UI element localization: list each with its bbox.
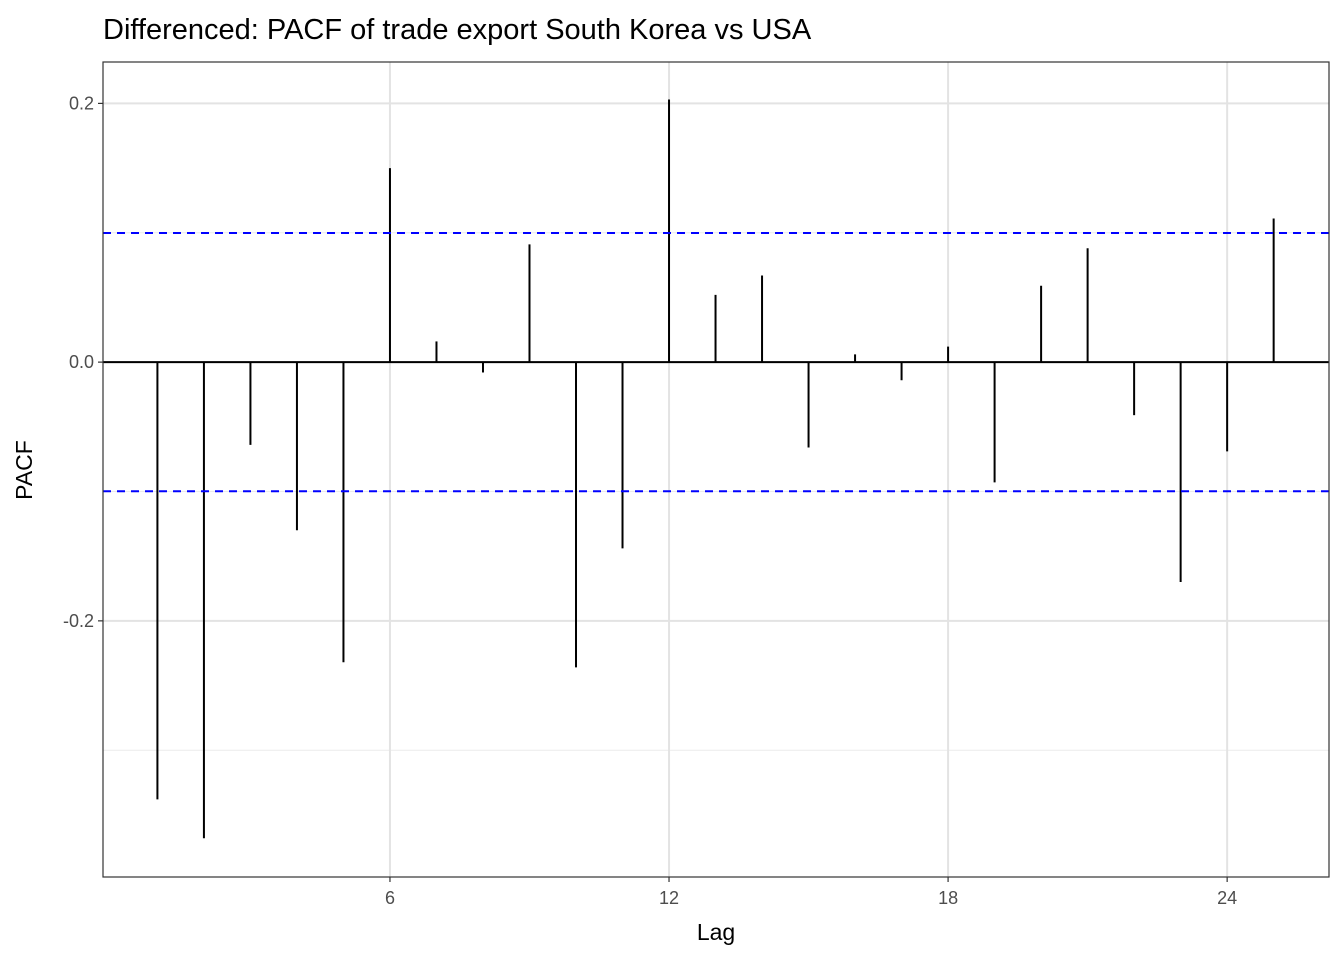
y-tick-label: 0.2 bbox=[69, 93, 94, 113]
x-tick-label: 12 bbox=[659, 888, 679, 908]
x-tick-label: 24 bbox=[1217, 888, 1237, 908]
y-tick-label: -0.2 bbox=[63, 611, 94, 631]
chart-title: Differenced: PACF of trade export South … bbox=[103, 14, 812, 46]
x-tick-label: 6 bbox=[385, 888, 395, 908]
x-tick-label: 18 bbox=[938, 888, 958, 908]
x-axis-label: Lag bbox=[697, 919, 735, 945]
panel-border bbox=[102, 61, 1330, 878]
y-tick-label: 0.0 bbox=[69, 352, 94, 372]
y-axis-label: PACF bbox=[11, 440, 37, 500]
